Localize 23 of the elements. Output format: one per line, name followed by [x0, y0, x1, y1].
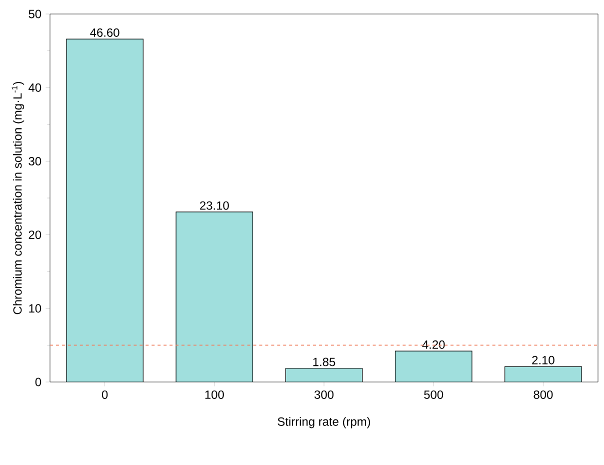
data-label: 23.10: [200, 201, 229, 210]
x-tick-label: 0: [102, 390, 108, 399]
y-tick-label: 10: [29, 304, 42, 313]
data-label: 46.60: [90, 28, 120, 37]
data-label: 4.20: [422, 340, 445, 349]
x-axis-title: Stirring rate (rpm): [278, 417, 370, 428]
x-tick-label: 300: [314, 390, 334, 399]
bar: [286, 368, 362, 382]
y-tick-label: 40: [28, 83, 42, 92]
y-tick-label: 0: [35, 378, 42, 386]
x-tick-label: 800: [534, 390, 553, 399]
bar: [504, 366, 582, 382]
y-tick-label: 50: [28, 10, 42, 18]
data-label: 2.10: [532, 356, 554, 364]
x-tick-label: 500: [424, 390, 444, 399]
y-tick-label: 30: [28, 156, 42, 166]
data-label: 1.85: [313, 358, 336, 366]
x-tick-label: 100: [205, 390, 224, 399]
bar: [66, 38, 144, 382]
bar: [176, 212, 254, 382]
bar: [394, 350, 472, 382]
y-axis-title: Chromium concentration in solution (mg·L$^{-1}$): [12, 82, 24, 314]
y-tick-label: 20: [28, 230, 42, 240]
